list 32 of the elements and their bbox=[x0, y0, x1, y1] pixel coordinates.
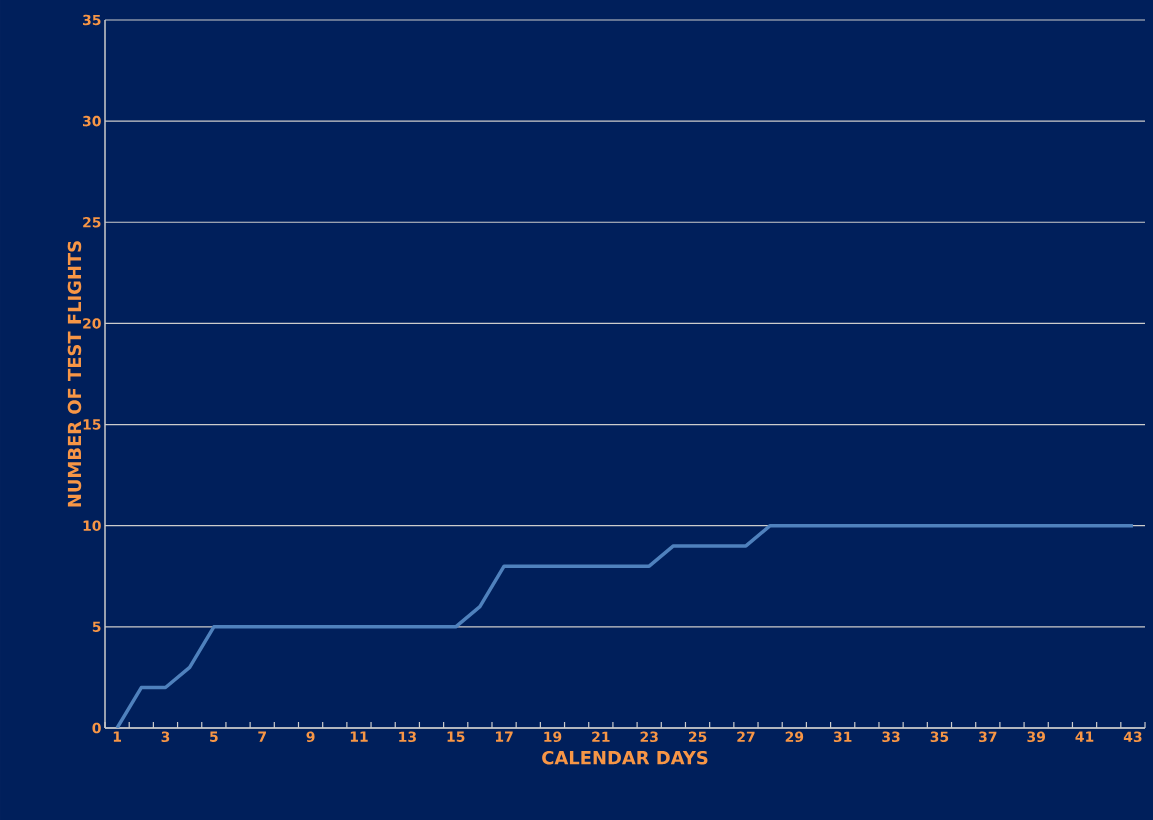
x-tick-label: 21 bbox=[592, 731, 610, 742]
x-tick-label: 3 bbox=[161, 731, 170, 743]
x-tick-label: 7 bbox=[258, 731, 266, 742]
x-tick-label: 39 bbox=[1027, 731, 1045, 743]
x-tick-label: 5 bbox=[210, 731, 218, 742]
x-tick-label: 41 bbox=[1075, 731, 1094, 742]
x-axis-title: CALENDAR DAYS bbox=[542, 750, 708, 765]
x-tick-label: 9 bbox=[306, 731, 315, 743]
x-tick-label: 29 bbox=[785, 731, 804, 743]
x-tick-label: 11 bbox=[350, 731, 368, 742]
y-tick-label: 20 bbox=[83, 318, 101, 329]
x-tick-label: 17 bbox=[495, 731, 513, 742]
x-tick-label: 27 bbox=[737, 731, 755, 742]
x-tick-label: 43 bbox=[1123, 731, 1142, 743]
x-tick-label: 15 bbox=[447, 731, 465, 742]
y-axis-title: NUMBER OF TEST FLIGHTS bbox=[67, 241, 82, 507]
x-tick-label: 33 bbox=[882, 731, 900, 743]
x-tick-label: 37 bbox=[979, 731, 997, 743]
y-tick-label: 35 bbox=[83, 14, 101, 26]
y-tick-label: 10 bbox=[83, 520, 101, 531]
x-tick-label: 13 bbox=[399, 731, 416, 743]
y-tick-label: 0 bbox=[92, 722, 101, 734]
x-tick-label: 23 bbox=[640, 731, 658, 743]
x-tick-label: 35 bbox=[930, 731, 949, 743]
y-tick-label: 25 bbox=[83, 216, 101, 228]
x-tick-label: 25 bbox=[688, 731, 707, 743]
y-tick-label: 15 bbox=[83, 419, 101, 430]
y-tick-label: 5 bbox=[92, 621, 101, 633]
x-tick-label: 19 bbox=[544, 731, 562, 743]
x-tick-label: 1 bbox=[113, 731, 121, 742]
x-tick-label: 31 bbox=[833, 731, 852, 743]
y-tick-label: 30 bbox=[83, 115, 101, 127]
